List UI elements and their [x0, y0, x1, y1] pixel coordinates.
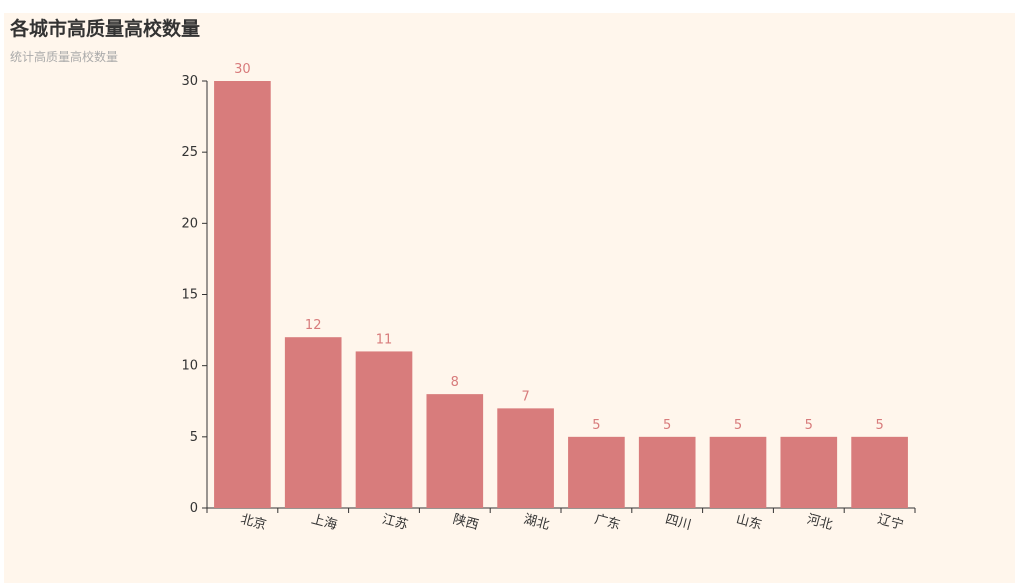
chart-title: 各城市高质量高校数量	[10, 18, 201, 40]
x-category-label: 上海	[310, 512, 339, 533]
data-labels: 30 12 11 8 7 5 5 5 5 5	[234, 62, 884, 433]
y-tick-label: 30	[181, 74, 198, 89]
y-tick-label: 0	[190, 501, 198, 516]
y-tick-label: 20	[181, 216, 198, 231]
data-label-1: 12	[305, 318, 322, 333]
bar-7	[709, 436, 767, 508]
x-category-label: 河北	[805, 512, 834, 533]
bar-8	[780, 436, 838, 508]
data-label-8: 5	[805, 418, 813, 433]
x-category-label: 北京	[239, 512, 268, 533]
bar-6	[638, 436, 696, 508]
y-tick-label: 10	[181, 359, 198, 374]
x-category-label: 江苏	[380, 511, 409, 533]
bar-9	[851, 436, 908, 508]
data-label-7: 5	[734, 418, 742, 433]
x-axis: 北京 上海 江苏 陕西 湖北 广东 四川 山东 河北 辽宁	[206, 507, 916, 533]
y-tick-label: 25	[181, 145, 198, 160]
bar-5	[568, 436, 625, 508]
bar-0	[214, 81, 271, 508]
data-label-2: 11	[376, 332, 393, 347]
data-label-5: 5	[592, 418, 600, 433]
chart-subtitle: 统计高质量高校数量	[10, 50, 119, 64]
bars	[214, 81, 908, 508]
y-tick-label: 5	[190, 430, 198, 445]
x-category-label: 湖北	[522, 512, 551, 533]
x-category-label: 陕西	[451, 512, 480, 533]
bar-1	[284, 337, 342, 508]
data-label-4: 7	[521, 389, 529, 404]
x-category-label: 山东	[734, 512, 763, 533]
data-label-3: 8	[451, 375, 459, 390]
bar-3	[426, 394, 484, 508]
data-label-6: 5	[663, 418, 671, 433]
x-category-label: 广东	[593, 512, 622, 533]
bar-4	[497, 408, 554, 508]
data-label-0: 30	[234, 62, 251, 77]
bar-2	[355, 351, 413, 508]
x-category-label: 辽宁	[876, 511, 905, 533]
y-axis: 0 5 10 15 20 25 30	[181, 74, 208, 516]
y-tick-label: 15	[181, 288, 198, 303]
x-category-label: 四川	[664, 512, 693, 533]
data-label-9: 5	[875, 418, 883, 433]
